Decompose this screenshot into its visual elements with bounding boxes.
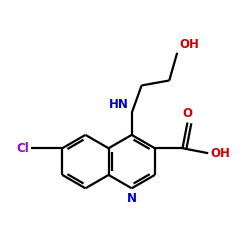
Text: Cl: Cl	[16, 142, 29, 155]
Text: OH: OH	[179, 38, 199, 51]
Text: OH: OH	[210, 147, 230, 160]
Text: HN: HN	[109, 98, 129, 111]
Text: N: N	[127, 192, 137, 205]
Text: O: O	[182, 106, 192, 120]
